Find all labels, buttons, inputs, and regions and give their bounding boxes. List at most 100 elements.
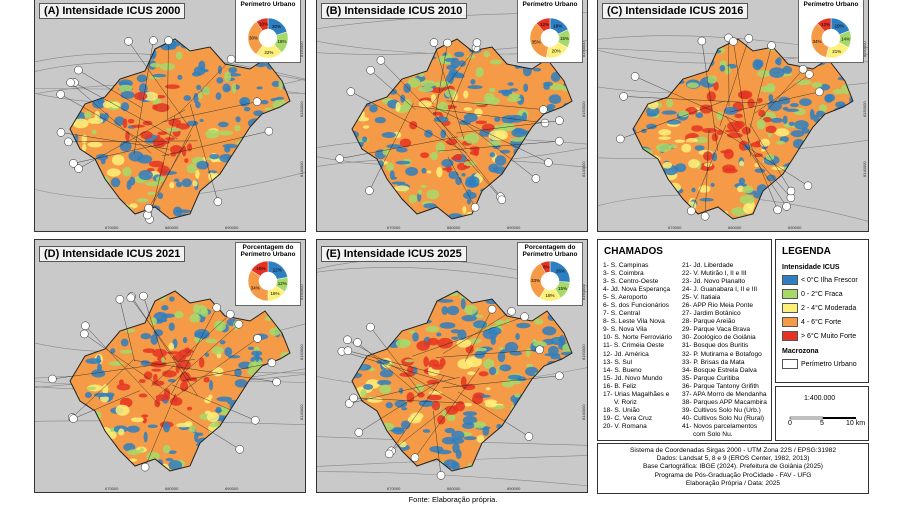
pie-slice: [250, 260, 269, 277]
heat-patch: [332, 472, 339, 477]
callout-marker: [126, 293, 136, 303]
heat-patch: [92, 326, 105, 334]
heat-patch: [534, 221, 544, 227]
pie-label: 15%: [558, 286, 567, 291]
heat-patch: [332, 357, 348, 366]
heat-patch: [352, 116, 353, 125]
heat-patch: [754, 59, 764, 69]
map-panel-d: 670000 680000 690000 8160000 8150000 8140000 …: [34, 239, 306, 493]
heat-patch: [546, 104, 556, 110]
coord-label: 8160000: [581, 41, 586, 57]
heat-patch: [554, 310, 566, 319]
heat-patch: [142, 417, 147, 424]
heat-patch: [283, 142, 290, 146]
heat-patch: [444, 427, 455, 434]
heat-patch: [52, 43, 66, 52]
callout-line: [60, 94, 170, 157]
heat-patch: [98, 472, 110, 480]
heat-patch: [483, 291, 490, 296]
heat-patch: [331, 414, 337, 422]
callout-marker: [744, 34, 754, 43]
heat-patch: [713, 81, 719, 91]
heat-patch: [57, 166, 63, 170]
heat-patch: [424, 56, 437, 60]
heat-patch: [351, 27, 362, 36]
heat-patch: [169, 296, 175, 302]
heat-patch: [716, 129, 724, 135]
legend-macro-title: Macrozona: [782, 348, 819, 355]
heat-patch: [461, 314, 477, 322]
heat-patch: [217, 65, 222, 75]
heat-patch: [88, 39, 101, 50]
heat-patch: [367, 396, 383, 403]
heat-patch: [168, 118, 181, 127]
heat-patch: [189, 314, 201, 323]
scale-tick-10: 10 km: [846, 420, 866, 427]
heat-patch: [118, 428, 125, 436]
callout-marker: [365, 186, 374, 195]
heat-patch: [695, 112, 704, 119]
heat-patch: [458, 60, 466, 67]
heat-patch: [165, 127, 181, 132]
callout-marker: [343, 346, 353, 355]
heat-patch: [636, 186, 651, 195]
heat-patch: [205, 338, 218, 344]
heat-patch: [207, 170, 218, 174]
heat-patch: [162, 444, 171, 454]
heat-patch: [462, 205, 467, 214]
heat-patch: [671, 62, 678, 70]
callout-marker: [149, 36, 158, 45]
heat-patch: [850, 152, 853, 161]
heat-patch: [524, 462, 539, 471]
heat-patch: [416, 280, 422, 288]
heat-patch: [832, 107, 848, 118]
heat-patch: [754, 32, 770, 38]
heat-patch: [512, 410, 527, 421]
heat-patch: [127, 449, 141, 456]
heat-patch: [444, 88, 456, 98]
heat-patch: [362, 136, 368, 143]
heat-patch: [130, 124, 146, 128]
heat-patch: [373, 297, 382, 307]
heat-patch: [374, 209, 387, 217]
heat-patch: [200, 451, 213, 463]
callout-line: [754, 74, 810, 114]
heat-patch: [95, 286, 100, 289]
callout-line: [143, 295, 163, 356]
heat-patch: [242, 156, 259, 163]
heat-patch: [338, 42, 343, 52]
heat-patch: [59, 161, 64, 170]
heat-patch: [127, 66, 136, 74]
heat-patch: [55, 447, 64, 454]
heat-patch: [542, 453, 555, 463]
heat-patch: [281, 174, 287, 186]
heat-patch: [395, 101, 401, 112]
callout-line: [433, 410, 442, 476]
heat-patch: [458, 136, 470, 141]
heat-patch: [463, 107, 473, 111]
coord-label: 680000: [447, 486, 461, 491]
heat-patch: [273, 119, 282, 124]
callout-line: [714, 125, 809, 186]
heat-patch: [70, 217, 76, 219]
heat-patch: [476, 218, 490, 219]
heat-patch: [656, 201, 666, 209]
callout-marker: [443, 38, 452, 48]
heat-patch: [112, 304, 119, 308]
heat-patch: [390, 332, 398, 338]
heat-patch: [169, 181, 175, 189]
heat-patch: [227, 355, 241, 359]
heat-patch: [568, 188, 572, 194]
heat-patch: [447, 414, 456, 422]
heat-patch: [147, 424, 158, 429]
heat-patch: [751, 28, 764, 38]
heat-patch: [483, 43, 498, 47]
heat-patch: [352, 334, 367, 338]
heat-patch: [426, 379, 440, 385]
heat-patch: [138, 379, 146, 384]
heat-patch: [330, 132, 339, 140]
heat-patch: [376, 327, 381, 336]
callout-marker: [272, 377, 281, 387]
heat-patch: [115, 53, 126, 62]
heat-patch: [566, 326, 572, 331]
